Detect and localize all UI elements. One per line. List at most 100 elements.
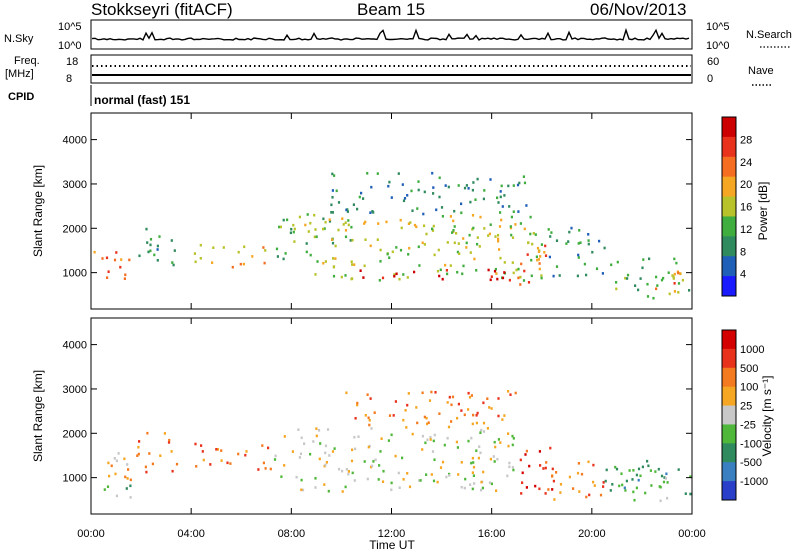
velocity-data-cell bbox=[429, 436, 432, 439]
power-data-cell bbox=[352, 203, 355, 206]
velocity-data-cell bbox=[398, 486, 401, 489]
power-data-cell bbox=[445, 269, 448, 272]
power-data-cell bbox=[350, 277, 353, 281]
power-data-cell bbox=[409, 221, 412, 224]
velocity-data-cell bbox=[621, 483, 624, 487]
velocity-data-cell bbox=[572, 487, 575, 490]
power-data-cell bbox=[156, 248, 159, 251]
power-data-cell bbox=[615, 281, 618, 284]
velocity-data-cell bbox=[388, 414, 392, 417]
velocity-data-cell bbox=[470, 461, 473, 465]
power-colorbar-swatch bbox=[722, 156, 736, 178]
velocity-data-cell bbox=[323, 483, 326, 486]
nsky-left-tick-bottom: 10^0 bbox=[58, 40, 82, 52]
power-data-cell bbox=[106, 276, 109, 279]
power-data-cell bbox=[120, 258, 123, 261]
power-data-cell bbox=[101, 257, 104, 260]
power-data-cell bbox=[538, 267, 541, 271]
power-data-cell bbox=[536, 246, 540, 250]
velocity-colorbar-swatch bbox=[722, 405, 736, 425]
velocity-data-cell bbox=[480, 488, 483, 492]
power-colorbar-swatch bbox=[722, 236, 736, 257]
power-data-cell bbox=[501, 205, 504, 208]
velocity-data-cell bbox=[366, 477, 369, 481]
velocity-data-cell bbox=[402, 418, 405, 422]
power-data-cell bbox=[322, 261, 325, 265]
power-data-cell bbox=[519, 222, 522, 225]
velocity-data-cell bbox=[195, 465, 198, 468]
power-data-cell bbox=[616, 260, 619, 264]
power-data-cell bbox=[286, 218, 289, 222]
power-data-cell bbox=[293, 240, 296, 243]
velocity-data-cell bbox=[445, 475, 448, 479]
velocity-data-cell bbox=[460, 485, 463, 489]
velocity-data-cell bbox=[525, 486, 528, 489]
velocity-data-cell bbox=[171, 469, 174, 473]
velocity-colorbar-swatch bbox=[722, 481, 736, 501]
power-data-cell bbox=[322, 227, 325, 231]
velocity-data-cell bbox=[392, 414, 395, 417]
power-data-cell bbox=[488, 232, 491, 236]
velocity-data-cell bbox=[407, 392, 410, 395]
power-colorbar-label: Power [dB] bbox=[756, 182, 770, 241]
power-y-axis-label: Slant Range [km] bbox=[31, 165, 45, 257]
velocity-data-cell bbox=[490, 482, 493, 486]
power-data-cell bbox=[514, 223, 517, 226]
velocity-data-cell bbox=[432, 439, 435, 443]
velocity-data-cell bbox=[509, 393, 512, 396]
velocity-data-cell bbox=[317, 429, 321, 432]
power-data-cell bbox=[677, 291, 680, 294]
power-data-cell bbox=[149, 243, 152, 247]
velocity-data-cell bbox=[138, 440, 141, 443]
velocity-data-cell bbox=[476, 411, 479, 415]
velocity-data-cell bbox=[475, 421, 478, 425]
velocity-data-cell bbox=[344, 485, 347, 489]
power-data-cell bbox=[173, 249, 176, 252]
power-data-cell bbox=[472, 181, 475, 184]
velocity-data-cell bbox=[424, 441, 427, 445]
velocity-data-cell bbox=[406, 403, 409, 407]
velocity-data-cell bbox=[216, 448, 219, 451]
power-data-cell bbox=[340, 275, 343, 279]
nsky-left-label: N.Sky bbox=[4, 33, 34, 45]
velocity-data-cell bbox=[507, 390, 510, 393]
velocity-data-cell bbox=[312, 440, 315, 443]
velocity-data-cell bbox=[472, 461, 475, 464]
power-data-cell bbox=[344, 235, 348, 239]
velocity-data-cell bbox=[497, 397, 500, 400]
velocity-data-cell bbox=[457, 473, 460, 476]
power-data-cell bbox=[438, 195, 441, 199]
power-data-cell bbox=[360, 191, 363, 195]
power-data-cell bbox=[634, 284, 637, 287]
velocity-data-cell bbox=[451, 395, 455, 399]
power-data-cell bbox=[305, 242, 308, 245]
power-data-cell bbox=[349, 239, 352, 242]
velocity-data-cell bbox=[647, 464, 650, 468]
velocity-data-cell bbox=[602, 481, 605, 484]
power-data-cell bbox=[431, 171, 434, 175]
velocity-data-cell bbox=[425, 416, 428, 420]
velocity-data-cell bbox=[341, 469, 344, 473]
velocity-data-cell bbox=[106, 485, 110, 488]
velocity-data-cell bbox=[496, 457, 499, 461]
power-data-cell bbox=[512, 184, 515, 187]
velocity-data-cell bbox=[354, 417, 357, 420]
velocity-data-cell bbox=[448, 472, 451, 476]
power-colorbar-tick-label: 12 bbox=[740, 224, 752, 236]
velocity-data-cell bbox=[103, 488, 106, 491]
power-data-cell bbox=[451, 231, 454, 234]
power-data-cell bbox=[479, 215, 482, 219]
velocity-data-cell bbox=[108, 474, 111, 478]
power-data-cell bbox=[363, 222, 366, 225]
velocity-data-cell bbox=[552, 479, 555, 483]
power-data-cell bbox=[347, 219, 350, 222]
velocity-data-cell bbox=[457, 402, 460, 406]
freq-tick-bottom: 8 bbox=[66, 73, 72, 85]
nsky-panel: N.Sky 10^5 10^0 10^5 10^0 N.Search bbox=[4, 19, 792, 52]
power-data-cell bbox=[499, 195, 502, 199]
power-data-cell bbox=[239, 262, 242, 266]
power-data-cell bbox=[522, 175, 525, 178]
velocity-data-cell bbox=[436, 480, 439, 484]
power-data-cell bbox=[455, 232, 458, 235]
power-colorbar-swatch bbox=[722, 196, 736, 217]
